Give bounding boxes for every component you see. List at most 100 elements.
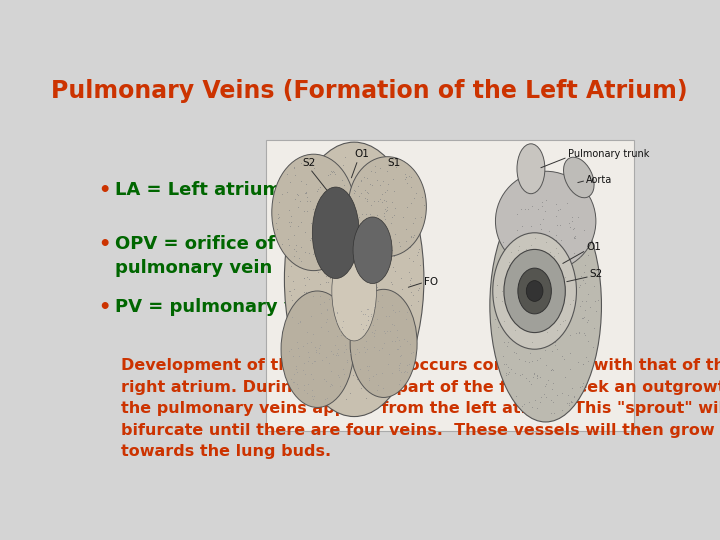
- Point: [362, 297, 374, 306]
- Point: [580, 353, 592, 361]
- Point: [334, 380, 346, 388]
- Point: [333, 345, 344, 353]
- Point: [293, 339, 305, 348]
- Point: [545, 365, 557, 374]
- Point: [366, 327, 377, 336]
- Point: [505, 273, 516, 281]
- Point: [289, 246, 300, 255]
- Point: [333, 228, 344, 237]
- Point: [307, 322, 319, 331]
- Point: [377, 356, 388, 365]
- Point: [327, 212, 338, 220]
- Point: [339, 341, 351, 349]
- Point: [418, 201, 429, 210]
- Point: [320, 377, 331, 386]
- Point: [582, 356, 594, 365]
- Point: [294, 318, 306, 326]
- Point: [341, 358, 353, 367]
- Point: [538, 214, 549, 223]
- Point: [539, 389, 550, 398]
- Point: [351, 200, 363, 209]
- Point: [531, 296, 542, 305]
- Point: [557, 316, 569, 325]
- Point: [515, 309, 526, 318]
- Point: [330, 206, 341, 215]
- Point: [337, 226, 348, 234]
- Point: [320, 197, 332, 206]
- Point: [291, 368, 302, 377]
- Point: [372, 243, 383, 252]
- Point: [550, 212, 562, 220]
- Point: [354, 191, 365, 200]
- Point: [298, 274, 310, 282]
- Point: [529, 234, 541, 242]
- Point: [334, 325, 346, 334]
- Point: [498, 360, 510, 368]
- Point: [405, 183, 417, 192]
- Point: [534, 303, 545, 312]
- Point: [546, 347, 557, 355]
- Point: [336, 227, 347, 236]
- Point: [318, 245, 329, 253]
- Point: [536, 319, 547, 328]
- Point: [321, 305, 333, 314]
- Ellipse shape: [332, 241, 377, 341]
- Point: [345, 343, 356, 352]
- Point: [546, 385, 558, 394]
- Point: [569, 233, 580, 242]
- Point: [400, 314, 412, 323]
- Point: [575, 280, 586, 289]
- Point: [399, 170, 410, 179]
- Point: [338, 247, 350, 256]
- Point: [369, 161, 380, 170]
- Point: [296, 243, 307, 252]
- Point: [400, 237, 411, 246]
- Point: [514, 371, 526, 380]
- Text: •: •: [99, 298, 111, 316]
- Point: [570, 232, 581, 240]
- Point: [562, 390, 574, 399]
- Point: [287, 313, 298, 321]
- Point: [349, 278, 361, 286]
- Point: [295, 256, 307, 265]
- Point: [323, 387, 335, 396]
- Point: [302, 206, 313, 215]
- Point: [528, 254, 540, 262]
- Point: [555, 298, 567, 307]
- Point: [356, 200, 367, 208]
- Point: [301, 339, 312, 347]
- Point: [294, 197, 305, 205]
- Point: [283, 286, 294, 295]
- Point: [539, 301, 550, 310]
- Point: [338, 369, 349, 378]
- Point: [282, 188, 293, 197]
- Point: [346, 296, 357, 305]
- Point: [331, 308, 343, 317]
- Point: [287, 352, 298, 360]
- Point: [328, 167, 339, 176]
- Point: [559, 273, 571, 281]
- Point: [580, 305, 591, 314]
- Point: [321, 163, 333, 172]
- Point: [288, 164, 300, 172]
- Point: [295, 300, 307, 309]
- Point: [372, 224, 383, 232]
- Point: [369, 295, 381, 304]
- Point: [325, 266, 337, 275]
- Point: [513, 354, 525, 363]
- Point: [307, 359, 318, 368]
- Point: [392, 242, 404, 251]
- Point: [322, 326, 333, 335]
- Point: [336, 235, 348, 244]
- Point: [330, 200, 341, 209]
- Point: [326, 167, 338, 176]
- Point: [302, 192, 313, 201]
- Point: [291, 338, 302, 346]
- Point: [380, 352, 392, 360]
- Point: [540, 294, 552, 303]
- Point: [531, 371, 543, 380]
- Point: [358, 235, 369, 244]
- Point: [333, 240, 345, 248]
- Point: [564, 365, 576, 374]
- Point: [502, 370, 513, 379]
